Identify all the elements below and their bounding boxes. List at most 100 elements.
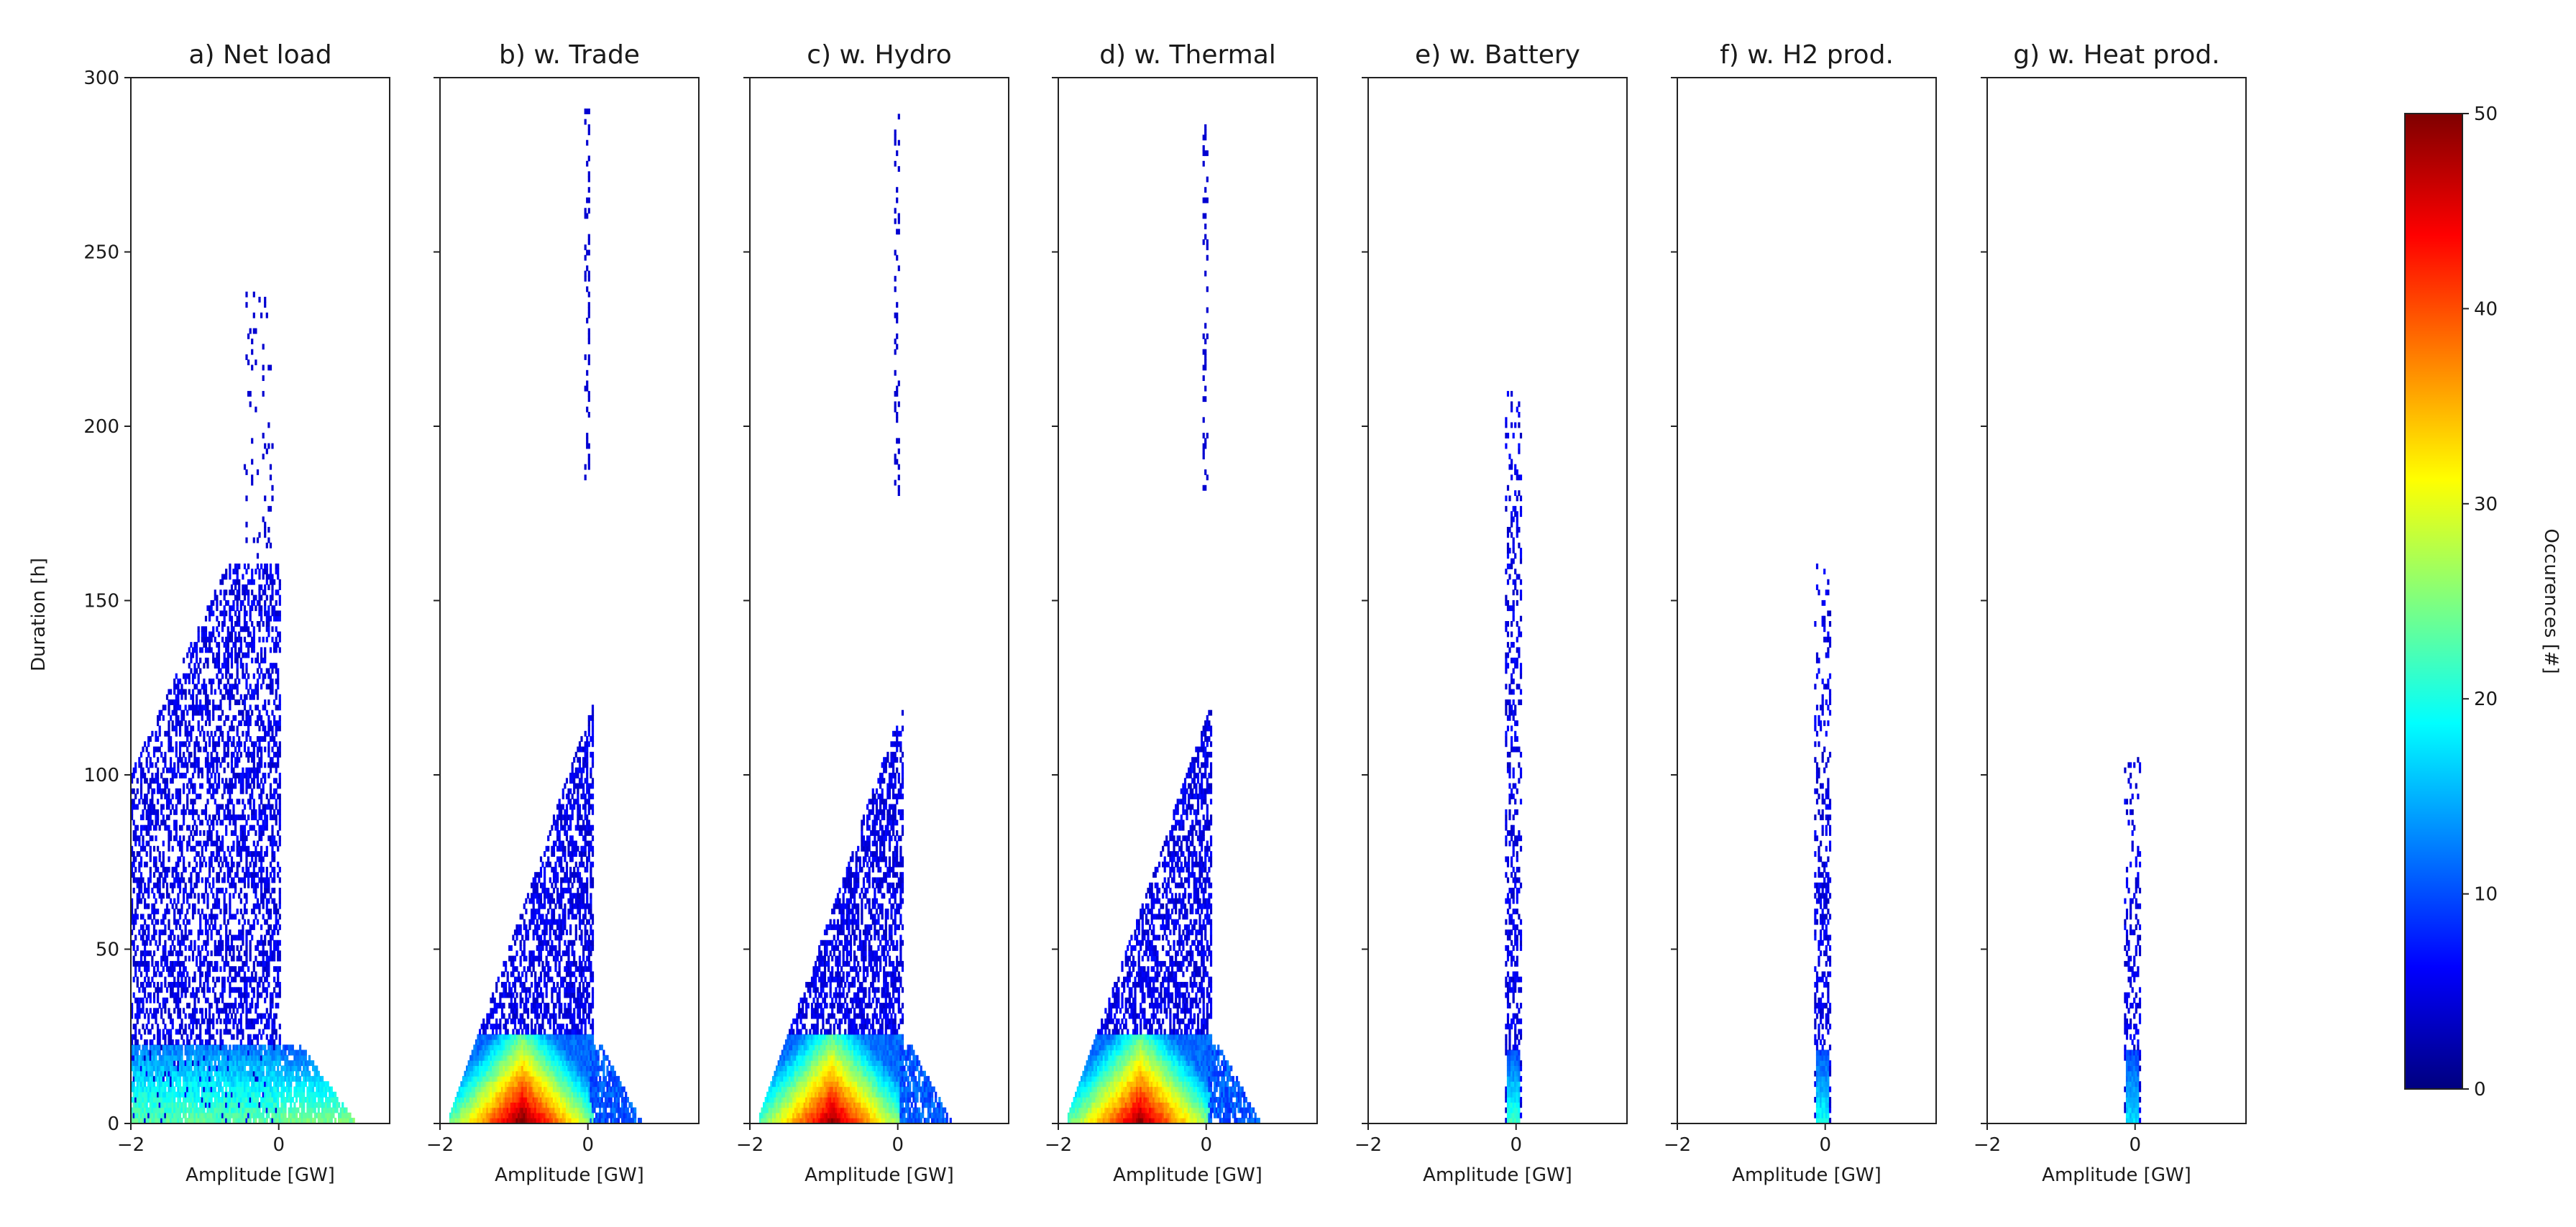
heatmap-cell bbox=[152, 924, 156, 930]
heatmap-cell bbox=[165, 1118, 169, 1123]
heatmap-cell bbox=[308, 1091, 311, 1098]
heatmap-cell bbox=[180, 824, 183, 831]
heatmap-cell bbox=[519, 1118, 522, 1123]
heatmap-cell bbox=[191, 1086, 195, 1093]
heatmap-cell bbox=[239, 856, 242, 863]
heatmap-cell bbox=[278, 1091, 281, 1098]
heatmap-cell bbox=[597, 1112, 600, 1118]
heatmap-cell bbox=[325, 1118, 328, 1123]
heatmap-cell bbox=[157, 882, 160, 888]
heatmap-cell bbox=[277, 872, 280, 878]
heatmap-cell bbox=[183, 783, 185, 789]
heatmap-cell bbox=[278, 987, 281, 993]
heatmap-cell bbox=[295, 1118, 298, 1123]
heatmap-cell bbox=[138, 929, 141, 936]
heatmap-cell bbox=[273, 903, 276, 909]
heatmap-cell bbox=[175, 861, 178, 868]
heatmap-cell bbox=[226, 872, 229, 878]
heatmap-cell bbox=[269, 757, 272, 763]
heatmap-cell bbox=[180, 903, 183, 909]
heatmap-cell bbox=[152, 1118, 156, 1123]
heatmap-cell bbox=[267, 799, 270, 805]
heatmap-cell bbox=[252, 872, 255, 878]
heatmap-cell bbox=[168, 971, 170, 978]
heatmap-cell bbox=[278, 584, 281, 590]
heatmap-cell bbox=[252, 626, 255, 633]
heatmap-cell bbox=[171, 804, 174, 810]
heatmap-cell bbox=[168, 1034, 170, 1040]
heatmap-cell bbox=[230, 725, 234, 732]
heatmap-cell bbox=[134, 835, 137, 842]
heatmap-cell bbox=[229, 903, 232, 909]
heatmap-cell bbox=[290, 1049, 293, 1056]
heatmap-cell bbox=[260, 924, 263, 930]
heatmap-cell bbox=[232, 830, 235, 836]
heatmap-cell bbox=[184, 888, 187, 893]
heatmap-cell bbox=[630, 1118, 633, 1123]
heatmap-cell bbox=[551, 1107, 554, 1113]
heatmap-cell bbox=[206, 1029, 209, 1035]
heatmap-cell bbox=[267, 1081, 270, 1088]
heatmap-cell bbox=[232, 642, 235, 648]
heatmap-cell bbox=[541, 1112, 544, 1118]
heatmap-cell bbox=[267, 877, 270, 883]
heatmap-cell bbox=[225, 1070, 228, 1077]
heatmap-cell bbox=[208, 1091, 211, 1098]
heatmap-cell bbox=[269, 814, 272, 821]
heatmap-cell bbox=[183, 987, 185, 993]
heatmap-cell bbox=[264, 851, 267, 857]
heatmap-cell bbox=[230, 934, 234, 941]
heatmap-cell bbox=[204, 1029, 208, 1035]
heatmap-cell bbox=[277, 945, 280, 951]
heatmap-cell bbox=[234, 757, 237, 763]
heatmap-cell bbox=[234, 579, 237, 585]
heatmap-cell bbox=[139, 783, 143, 789]
heatmap-cell bbox=[297, 1070, 300, 1077]
heatmap-cell bbox=[243, 720, 247, 727]
heatmap-cell bbox=[245, 1013, 248, 1019]
heatmap-cell bbox=[236, 1034, 239, 1040]
heatmap-cell bbox=[142, 1008, 145, 1014]
heatmap-cell bbox=[242, 788, 244, 794]
heatmap-cell bbox=[155, 1054, 157, 1061]
heatmap-cell bbox=[147, 1049, 150, 1056]
heatmap-cell bbox=[132, 856, 135, 863]
heatmap-cell bbox=[214, 950, 216, 957]
heatmap-cell bbox=[578, 1112, 582, 1118]
heatmap-cell bbox=[145, 1118, 148, 1123]
heatmap-cell bbox=[175, 1091, 178, 1098]
heatmap-cell bbox=[273, 714, 276, 721]
heatmap-cell bbox=[204, 919, 208, 925]
heatmap-cell bbox=[203, 636, 206, 643]
heatmap-cell bbox=[145, 1065, 148, 1072]
heatmap-cell bbox=[252, 741, 255, 748]
heatmap-cell bbox=[190, 945, 193, 951]
heatmap-cell bbox=[273, 1070, 276, 1077]
heatmap-cell bbox=[236, 971, 239, 978]
heatmap-cell bbox=[216, 830, 219, 836]
heatmap-cell bbox=[201, 647, 203, 653]
heatmap-cell bbox=[258, 725, 261, 732]
heatmap-cell bbox=[574, 1112, 577, 1118]
heatmap-cell bbox=[142, 1003, 145, 1008]
heatmap-cell bbox=[273, 642, 276, 648]
heatmap-cell bbox=[243, 987, 247, 993]
heatmap-cell bbox=[267, 443, 270, 449]
heatmap-cell bbox=[165, 1049, 169, 1056]
heatmap-cell bbox=[188, 1102, 191, 1108]
heatmap-cell bbox=[183, 819, 185, 826]
heatmap-cell bbox=[149, 914, 152, 920]
heatmap-cell bbox=[208, 1008, 211, 1014]
heatmap-cell bbox=[273, 794, 276, 799]
heatmap-cell bbox=[275, 569, 278, 575]
heatmap-cell bbox=[175, 992, 178, 998]
heatmap-cell bbox=[275, 694, 278, 700]
heatmap-cell bbox=[226, 652, 229, 658]
heatmap-cell bbox=[245, 1112, 248, 1118]
heatmap-cell bbox=[490, 1107, 492, 1113]
heatmap-cell bbox=[242, 877, 244, 883]
heatmap-cell bbox=[226, 799, 229, 805]
heatmap-cell bbox=[173, 1065, 176, 1072]
heatmap-cell bbox=[177, 1112, 180, 1118]
heatmap-cell bbox=[232, 725, 235, 732]
